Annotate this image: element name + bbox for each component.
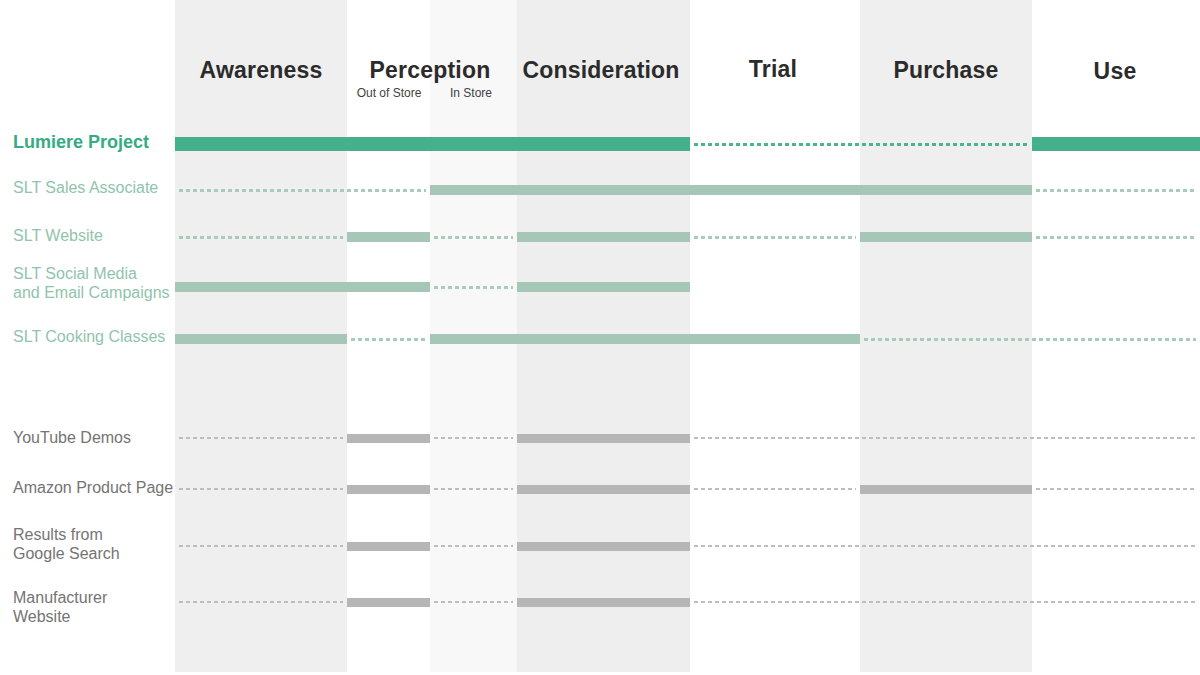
bar-dash-amazon-product-page [179,488,343,490]
stage-header-purchase: Purchase [893,57,998,84]
bar-solid-amazon-product-page [860,485,1032,494]
customer-journey-map: Awareness Perception Out of Store In Sto… [0,0,1200,675]
stage-subheader-out-of-store: Out of Store [357,86,422,100]
stage-header-trial: Trial [749,56,797,83]
touchpoint-label-amazon-product-page: Amazon Product Page [13,479,173,497]
bar-solid-youtube-demos [517,434,690,443]
bar-solid-lumiere-project [175,137,690,151]
touchpoint-label-slt-social-media-line1: SLT Social Media [13,265,137,283]
touchpoint-label-slt-social-media-line2: and Email Campaigns [13,284,170,302]
stage-header-awareness: Awareness [200,57,323,84]
bar-solid-amazon-product-page [517,485,690,494]
bar-solid-slt-cooking-classes [430,334,860,344]
bar-solid-slt-website [517,232,690,242]
bar-dash-amazon-product-page [434,488,513,490]
touchpoint-label-youtube-demos: YouTube Demos [13,429,131,447]
bar-solid-slt-social-media-email [517,282,690,292]
bar-dash-slt-website [1036,236,1196,239]
bar-dash-results-from-google-search [434,545,513,547]
stage-header-perception: Perception [370,57,491,84]
bar-solid-slt-sales-associate [430,185,1032,195]
touchpoint-label-slt-cooking-classes: SLT Cooking Classes [13,328,165,346]
bar-dash-manufacturer-website [434,601,513,603]
bar-solid-slt-website [860,232,1032,242]
bar-dash-slt-website [179,236,343,239]
touchpoint-label-manufacturer-line1: Manufacturer [13,589,107,607]
touchpoint-label-lumiere-project: Lumiere Project [13,132,149,153]
bar-dash-results-from-google-search [694,545,1196,547]
bar-solid-slt-website [347,232,430,242]
bar-solid-results-from-google-search [347,542,430,551]
bar-solid-slt-cooking-classes [175,334,347,344]
bar-solid-manufacturer-website [347,598,430,607]
stage-header-consideration: Consideration [522,57,679,84]
touchpoint-label-google-search-line1: Results from [13,526,103,544]
bar-dash-manufacturer-website [694,601,1196,603]
touchpoint-label-slt-website: SLT Website [13,227,103,245]
stage-subheader-in-store: In Store [450,86,492,100]
bar-solid-youtube-demos [347,434,430,443]
bar-dash-slt-cooking-classes [864,338,1196,341]
bar-dash-manufacturer-website [179,601,343,603]
bar-solid-amazon-product-page [347,485,430,494]
bar-dash-slt-social-media-email [434,286,513,289]
bar-dash-slt-cooking-classes [351,338,426,341]
bar-dash-youtube-demos [179,437,343,439]
bar-dash-results-from-google-search [179,545,343,547]
touchpoint-label-slt-sales-associate: SLT Sales Associate [13,179,158,197]
stage-column-bg-purchase [860,0,1032,672]
touchpoint-label-google-search-line2: Google Search [13,545,120,563]
bar-dash-amazon-product-page [694,488,856,490]
touchpoint-label-manufacturer-line2: Website [13,608,71,626]
bar-dash-youtube-demos [694,437,1196,439]
bar-dash-slt-website [434,236,513,239]
bar-solid-slt-social-media-email [175,282,430,292]
stage-header-use: Use [1094,58,1137,85]
bar-solid-lumiere-project [1032,137,1200,151]
bar-dash-slt-sales-associate [179,189,426,192]
bar-solid-manufacturer-website [517,598,690,607]
bar-dash-slt-website [694,236,856,239]
bar-dash-lumiere-project [694,143,1028,146]
bar-dash-slt-sales-associate [1036,189,1196,192]
bar-dash-amazon-product-page [1036,488,1196,490]
bar-dash-youtube-demos [434,437,513,439]
bar-solid-results-from-google-search [517,542,690,551]
